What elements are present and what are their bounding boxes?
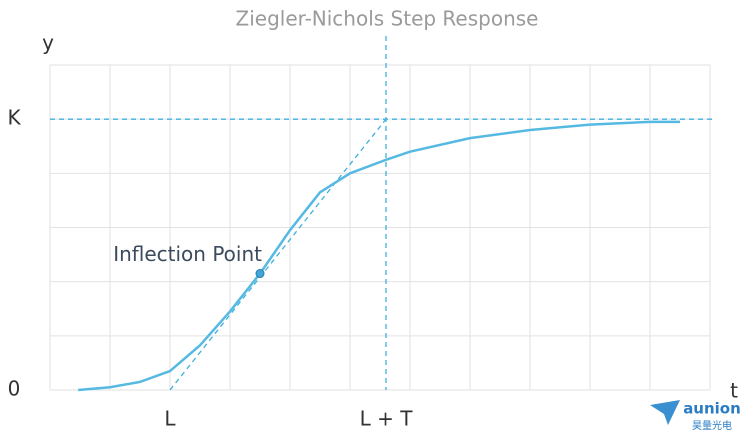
logo-subtitle: 昊量光电 (692, 419, 732, 432)
chart-title: Ziegler-Nichols Step Response (236, 7, 539, 31)
annotation: Inflection Point (113, 242, 262, 266)
y-tick-label: 0 (8, 377, 21, 401)
x-tick-label: L + T (360, 407, 414, 431)
x-axis-label: t (730, 379, 738, 403)
response-curve (78, 120, 680, 392)
logo-name: aunion (683, 400, 741, 418)
y-axis-label: y (42, 31, 54, 55)
x-tick-label: L (164, 407, 176, 431)
y-tick-label: K (7, 106, 21, 130)
inflection-point (255, 269, 265, 279)
tangent-line (169, 118, 387, 391)
logo: aunion 昊量光电 (650, 400, 741, 432)
logo-icon (650, 400, 680, 425)
